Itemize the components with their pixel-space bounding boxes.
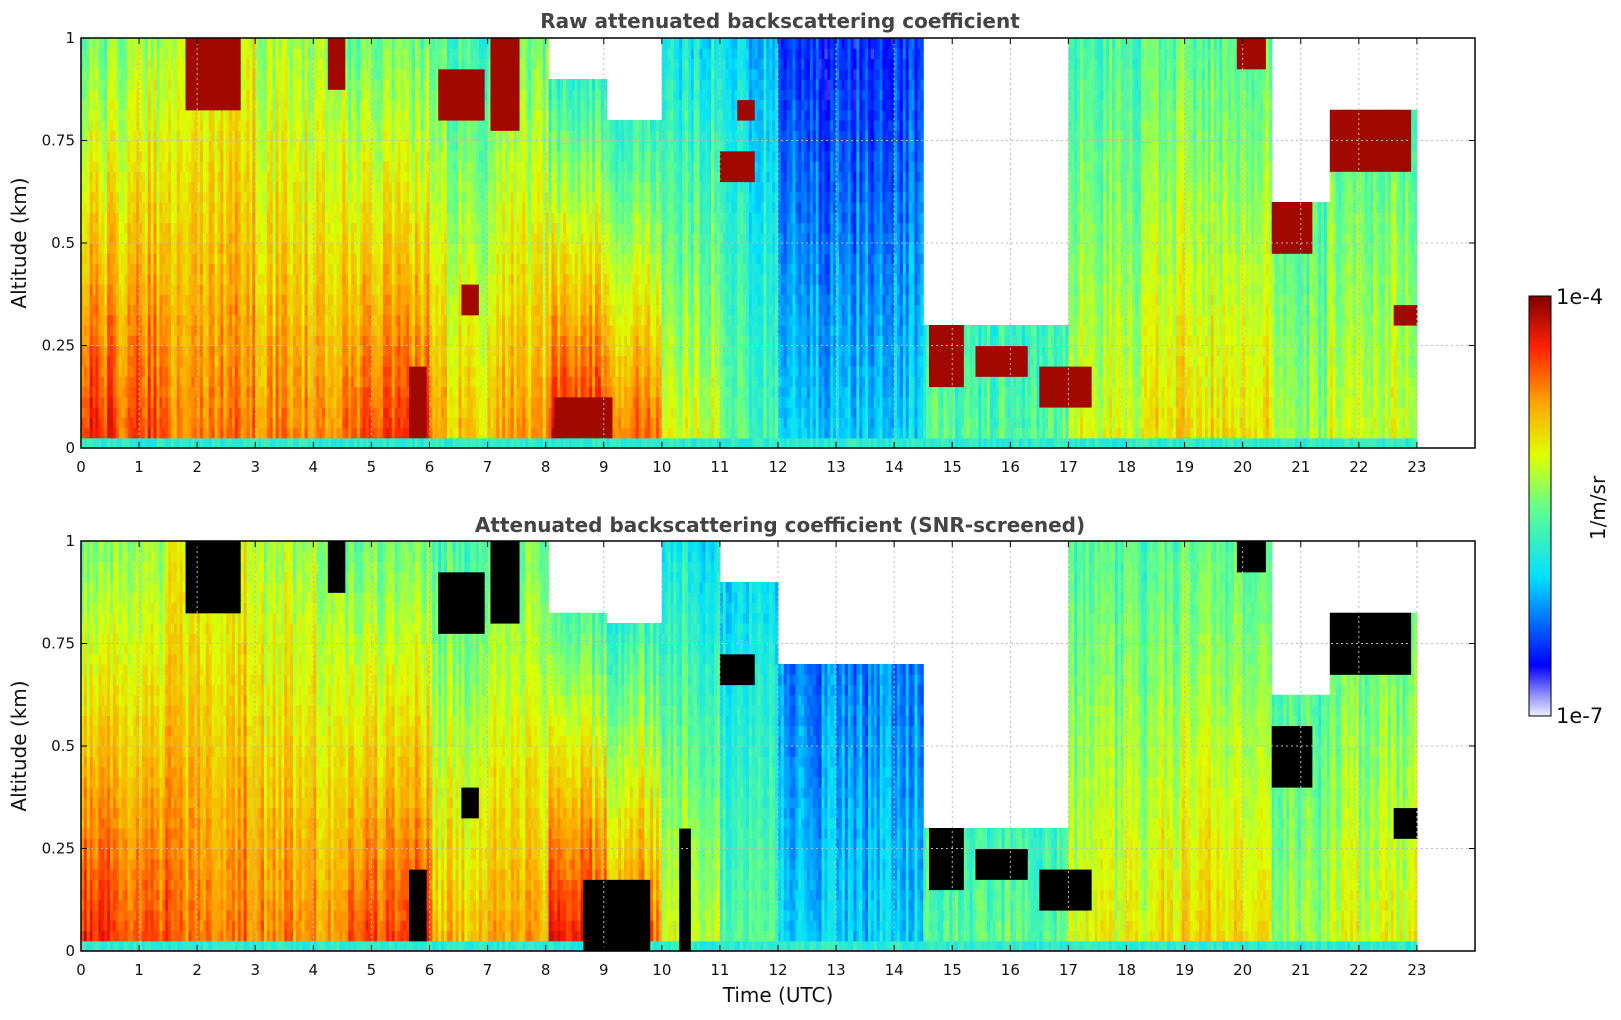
panel-title: Raw attenuated backscattering coefficien…: [540, 9, 1020, 33]
panel-raw: Raw attenuated backscattering coefficien…: [7, 9, 1475, 476]
